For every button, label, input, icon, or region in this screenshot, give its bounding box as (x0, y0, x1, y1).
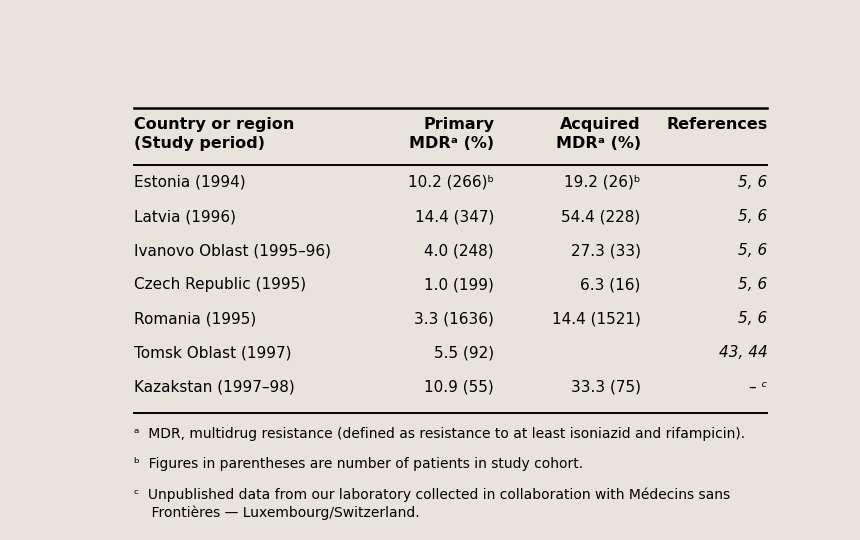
Text: 5, 6: 5, 6 (738, 277, 767, 292)
Text: Primary
MDRᵃ (%): Primary MDRᵃ (%) (409, 117, 494, 151)
Text: Latvia (1996): Latvia (1996) (134, 209, 236, 224)
Text: 10.2 (266)ᵇ: 10.2 (266)ᵇ (408, 175, 494, 190)
Text: 14.4 (347): 14.4 (347) (415, 209, 494, 224)
Text: ᵇ  Figures in parentheses are number of patients in study cohort.: ᵇ Figures in parentheses are number of p… (134, 457, 583, 471)
Text: 1.0 (199): 1.0 (199) (424, 277, 494, 292)
Text: ᵃ  MDR, multidrug resistance (defined as resistance to at least isoniazid and ri: ᵃ MDR, multidrug resistance (defined as … (134, 427, 746, 441)
Text: 54.4 (228): 54.4 (228) (562, 209, 641, 224)
Text: 5, 6: 5, 6 (738, 209, 767, 224)
Text: 6.3 (16): 6.3 (16) (580, 277, 641, 292)
Text: 3.3 (1636): 3.3 (1636) (415, 312, 494, 326)
Text: 43, 44: 43, 44 (719, 346, 767, 361)
Text: 5, 6: 5, 6 (738, 175, 767, 190)
Text: References: References (666, 117, 767, 132)
Text: 5, 6: 5, 6 (738, 312, 767, 326)
Text: Czech Republic (1995): Czech Republic (1995) (134, 277, 306, 292)
Text: 14.4 (1521): 14.4 (1521) (552, 312, 641, 326)
Text: Country or region
(Study period): Country or region (Study period) (134, 117, 294, 151)
Text: Romania (1995): Romania (1995) (134, 312, 256, 326)
Text: Kazakstan (1997–98): Kazakstan (1997–98) (134, 380, 295, 395)
Text: 10.9 (55): 10.9 (55) (424, 380, 494, 395)
Text: 27.3 (33): 27.3 (33) (571, 243, 641, 258)
Text: 4.0 (248): 4.0 (248) (425, 243, 494, 258)
Text: 19.2 (26)ᵇ: 19.2 (26)ᵇ (564, 175, 641, 190)
Text: Estonia (1994): Estonia (1994) (134, 175, 246, 190)
Text: – ᶜ: – ᶜ (749, 380, 767, 395)
Text: Acquired
MDRᵃ (%): Acquired MDRᵃ (%) (556, 117, 641, 151)
Text: 5.5 (92): 5.5 (92) (434, 346, 494, 361)
Text: ᶜ  Unpublished data from our laboratory collected in collaboration with Médecins: ᶜ Unpublished data from our laboratory c… (134, 487, 730, 520)
Text: 5, 6: 5, 6 (738, 243, 767, 258)
Text: Tomsk Oblast (1997): Tomsk Oblast (1997) (134, 346, 292, 361)
Text: 33.3 (75): 33.3 (75) (571, 380, 641, 395)
Text: Ivanovo Oblast (1995–96): Ivanovo Oblast (1995–96) (134, 243, 331, 258)
